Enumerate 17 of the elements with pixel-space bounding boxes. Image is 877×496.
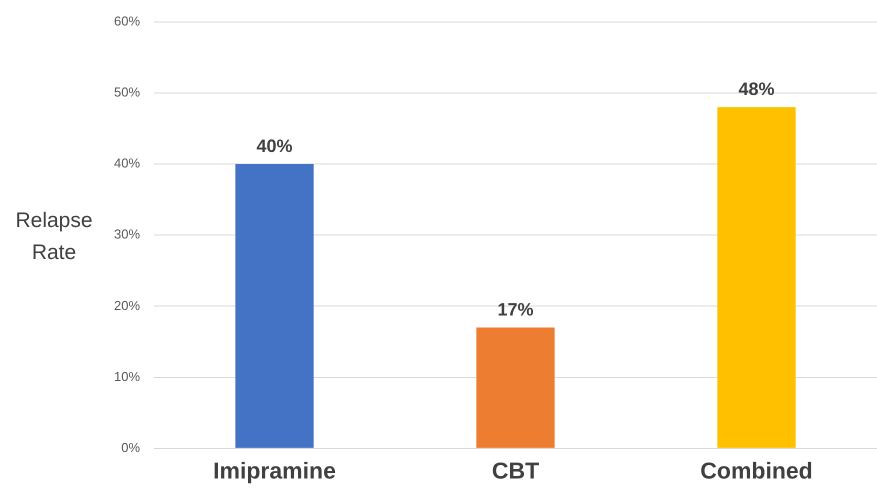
y-tick-label: 10% xyxy=(114,368,140,384)
y-tick-label: 60% xyxy=(114,13,140,28)
data-label: 48% xyxy=(738,79,775,100)
x-tick-label: Imipramine xyxy=(213,458,336,484)
data-label: 40% xyxy=(256,136,293,156)
y-axis-title: Relapse Rate xyxy=(14,208,94,266)
data-label: 17% xyxy=(497,300,534,320)
bar xyxy=(476,328,555,448)
y-tick-label: 30% xyxy=(114,226,140,242)
bar xyxy=(235,164,314,448)
x-tick-label: CBT xyxy=(492,458,540,484)
y-tick-label: 0% xyxy=(121,440,140,455)
bar xyxy=(717,107,796,448)
y-tick-label: 20% xyxy=(114,298,140,313)
y-tick-label: 50% xyxy=(114,84,140,100)
x-tick-label: Combined xyxy=(700,458,813,484)
y-tick-label: 40% xyxy=(114,156,140,171)
